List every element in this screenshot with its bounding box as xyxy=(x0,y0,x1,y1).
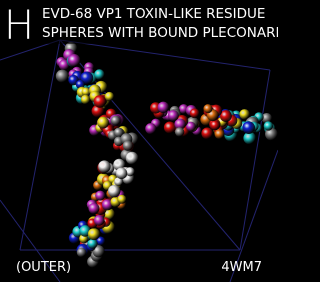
atom-sphere xyxy=(88,228,100,240)
atom-sphere xyxy=(264,121,273,130)
atom-sphere xyxy=(94,69,104,79)
atom-sphere xyxy=(81,95,90,104)
atom-sphere xyxy=(215,129,225,139)
atom-sphere xyxy=(94,215,105,226)
atom-sphere xyxy=(145,123,156,134)
atom-sphere xyxy=(116,168,128,180)
atom-sphere xyxy=(164,122,176,134)
figure-panel: H EVD-68 VP1 TOXIN-LIKE RESIDUE SPHERES … xyxy=(0,0,278,282)
title-line: EVD-68 VP1 TOXIN-LIKE RESIDUE xyxy=(42,6,265,22)
atom-sphere xyxy=(95,191,105,201)
atom-sphere xyxy=(117,195,126,204)
atom-sphere xyxy=(111,116,121,126)
atom-sphere xyxy=(89,203,100,214)
atom-sphere xyxy=(97,117,109,129)
atom-sphere xyxy=(108,185,121,198)
atom-sphere xyxy=(105,92,114,101)
atom-sphere xyxy=(201,127,213,139)
atom-sphere xyxy=(210,120,220,130)
atom-sphere xyxy=(168,110,179,121)
atom-sphere xyxy=(94,95,107,108)
atom-sphere xyxy=(203,104,212,113)
atom-sphere xyxy=(239,109,249,119)
atom-sphere xyxy=(123,141,133,151)
atom-sphere xyxy=(242,121,255,134)
atom-sphere xyxy=(68,54,81,67)
pdb-id: 4WM7 xyxy=(221,260,262,275)
atom-sphere xyxy=(77,248,87,258)
atom-sphere xyxy=(175,127,184,136)
atom-sphere xyxy=(56,70,69,83)
atom-sphere xyxy=(98,160,110,172)
view-label: (OUTER) xyxy=(16,260,71,275)
title-line: SPHERES WITH BOUND PLECONARIL xyxy=(42,25,278,41)
panel-letter: H xyxy=(4,3,34,49)
atom-sphere xyxy=(126,152,139,165)
atom-sphere xyxy=(190,108,200,118)
atom-sphere xyxy=(158,102,169,113)
